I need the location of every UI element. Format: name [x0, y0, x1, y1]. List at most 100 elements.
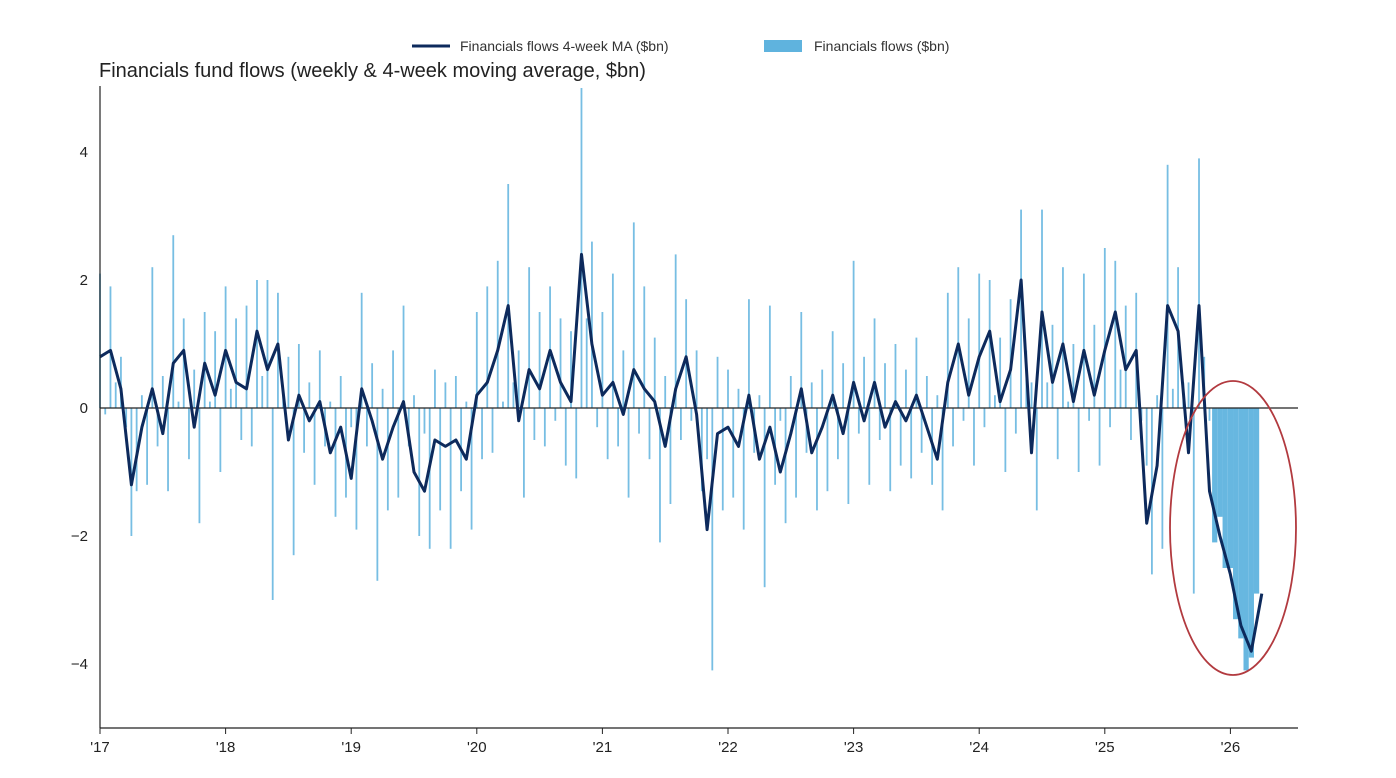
y-tick-label: −2	[71, 528, 88, 545]
flow-bar	[884, 363, 886, 408]
flow-bar	[470, 408, 473, 530]
flow-bar	[266, 280, 269, 408]
flow-bar	[638, 408, 640, 434]
flow-bar	[167, 408, 169, 492]
y-tick-label: 2	[80, 272, 88, 289]
y-tick-label: −4	[71, 656, 88, 673]
x-tick-label: '19	[341, 739, 361, 756]
flow-bar	[627, 408, 630, 498]
flow-bar	[837, 408, 839, 460]
flow-bar	[533, 408, 536, 440]
flow-bar	[1088, 408, 1091, 421]
flow-bar	[1145, 408, 1148, 466]
flow-bar	[978, 273, 981, 408]
flow-bar	[292, 408, 295, 556]
flow-bar	[517, 350, 520, 408]
flow-bar	[502, 401, 504, 408]
flow-bar	[632, 222, 635, 408]
flow-bar	[1124, 305, 1127, 408]
flow-bar	[711, 408, 714, 671]
flow-bar	[685, 299, 688, 408]
flow-bar	[161, 376, 164, 408]
flow-bar	[449, 408, 452, 549]
flow-bar	[507, 184, 510, 408]
flow-bar	[235, 318, 237, 408]
flow-bar	[193, 369, 196, 408]
flow-bar	[182, 318, 185, 408]
flow-bar	[439, 408, 442, 511]
flow-bar	[512, 382, 515, 408]
flow-bar	[1208, 408, 1211, 421]
flow-bar	[444, 382, 447, 408]
flow-bar	[256, 280, 258, 408]
flow-bar	[1020, 209, 1022, 408]
flow-bar	[177, 401, 180, 408]
flow-bar	[465, 401, 468, 408]
flow-bar	[350, 408, 353, 428]
flow-bar	[601, 312, 604, 408]
x-tick-label: '21	[593, 739, 613, 756]
flow-bar	[1166, 164, 1169, 408]
flow-bar	[852, 260, 855, 408]
flow-bar	[140, 395, 143, 408]
flow-bar	[831, 331, 834, 408]
flow-bar	[606, 408, 609, 460]
flow-bar	[674, 254, 677, 408]
flow-bar	[528, 267, 531, 408]
flow-bar	[1238, 408, 1244, 639]
flow-bar	[779, 408, 782, 421]
flow-bar	[973, 408, 975, 466]
flow-bar	[397, 408, 400, 498]
flow-bar	[1243, 408, 1249, 671]
x-tick-label: '17	[90, 739, 110, 756]
flow-bar	[1114, 260, 1117, 408]
annotation-ellipse	[1169, 380, 1297, 676]
flow-bar	[1248, 408, 1254, 658]
flow-bar	[1067, 401, 1070, 408]
flow-bar	[313, 408, 316, 485]
flow-bar	[250, 408, 253, 447]
flow-bar	[1217, 408, 1223, 517]
flow-bar	[329, 401, 332, 408]
x-ticks: '17 '18 '19 '20 '21 '22 '23 '24 '25 '26	[90, 728, 1240, 756]
flow-bar	[423, 408, 426, 434]
flow-bar	[706, 408, 708, 460]
flow-bar	[643, 286, 646, 408]
flow-bar	[1156, 395, 1159, 408]
flow-bar	[146, 408, 149, 485]
flow-bar	[727, 369, 729, 408]
flow-bar	[271, 408, 274, 600]
flow-bar	[988, 280, 991, 408]
flow-bar	[1056, 408, 1059, 460]
flow-bar	[763, 408, 766, 588]
flow-bar	[585, 318, 588, 408]
flow-bar	[910, 408, 913, 479]
legend-ma-label: Financials flows 4-week MA ($bn)	[460, 38, 669, 54]
flow-bar	[381, 388, 384, 408]
x-tick-label: '26	[1221, 739, 1241, 756]
flow-bar	[434, 369, 436, 408]
flow-bar	[784, 408, 787, 524]
flow-bar	[1077, 408, 1080, 472]
flow-bar	[732, 408, 735, 498]
flow-bar	[810, 382, 813, 408]
flow-bar	[957, 267, 960, 408]
flow-bar	[1082, 273, 1085, 408]
flow-bar	[1014, 408, 1017, 434]
flow-bar	[386, 408, 389, 511]
flow-bar	[543, 408, 546, 447]
flow-bar	[1004, 408, 1007, 472]
y-tick-label: 0	[80, 400, 88, 417]
flow-bar	[486, 286, 489, 408]
flow-bar	[946, 292, 949, 408]
flow-bar	[1062, 267, 1064, 408]
flow-bar	[915, 337, 918, 408]
flow-bar	[1130, 408, 1132, 440]
x-tick-label: '23	[844, 739, 864, 756]
flow-bar	[413, 395, 415, 408]
legend: Financials flows 4-week MA ($bn) Financi…	[412, 38, 949, 54]
flow-bar	[857, 408, 860, 434]
flow-bar	[297, 344, 300, 408]
flow-bar	[475, 312, 478, 408]
flow-bar	[894, 344, 897, 408]
